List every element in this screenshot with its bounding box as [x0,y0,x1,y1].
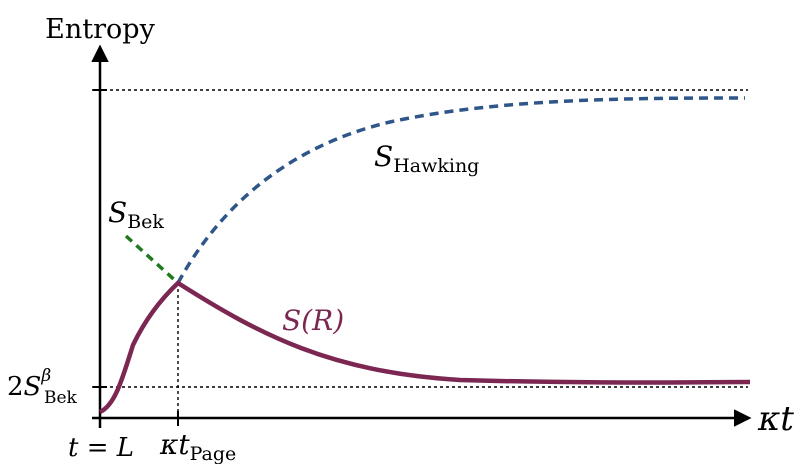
x-tick-label-page-time: κtPage [159,428,236,464]
s-r-label: S(R) [282,304,344,337]
s-hawking-label: SHawking [374,140,479,177]
s-bek-curve [124,234,180,285]
s-r-curve [98,280,751,415]
s-bek-label: SBek [108,196,164,233]
x-tick-label-t-equals-l: t = L [68,433,134,463]
x-axis-label: κt [757,399,794,439]
y-axis-title: Entropy [45,14,155,45]
y-tick-label-2sbek: 2Sβ Bek [7,366,78,408]
s-hawking-curve [176,96,746,284]
